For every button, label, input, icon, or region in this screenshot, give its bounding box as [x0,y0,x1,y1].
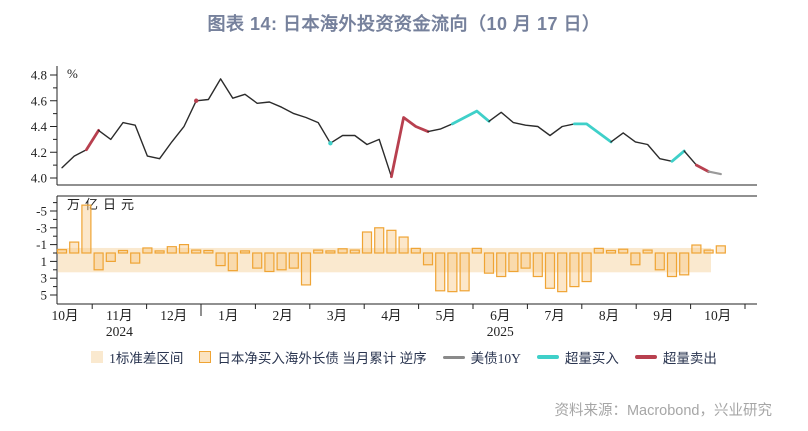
legend-label-ust10y: 美债10Y [470,351,521,366]
legend-label-band: 1标准差区间 [109,351,184,366]
excess-buy-swatch-icon [536,355,559,359]
legend-item-bars: 日本净买入海外长债 当月累计 逆序 [199,347,427,367]
svg-text:%: % [67,66,78,81]
legend-label-excess-buy: 超量买入 [564,351,619,366]
svg-text:-1: -1 [36,237,47,252]
svg-text:2025: 2025 [487,324,514,339]
excess-sell-swatch-icon [634,355,657,359]
legend: 1标准差区间 日本净买入海外长债 当月累计 逆序 美债10Y 超量买入 超量卖出 [0,347,808,367]
svg-text:4.6: 4.6 [31,93,48,108]
svg-text:1: 1 [41,254,48,269]
svg-text:2月: 2月 [272,308,292,323]
source-note: 资料来源：Macrobond，兴业研究 [554,403,772,419]
legend-label-bars: 日本净买入海外长债 当月累计 逆序 [217,351,427,366]
svg-text:10月: 10月 [704,308,731,323]
svg-text:9月: 9月 [653,308,673,323]
svg-text:-5: -5 [36,204,47,219]
bar-swatch-icon [199,351,212,363]
legend-label-excess-sell: 超量卖出 [662,351,717,366]
page-title: 图表 14: 日本海外投资资金流向（10 月 17 日） [207,14,601,34]
svg-text:7月: 7月 [544,308,564,323]
legend-item-band: 1标准差区间 [91,347,183,367]
svg-text:4.2: 4.2 [31,145,47,160]
legend-item-ust10y: 美债10Y [442,347,521,367]
legend-item-excess-buy: 超量买入 [536,347,619,367]
svg-text:1月: 1月 [218,308,238,323]
svg-text:5: 5 [41,288,48,303]
svg-text:4.4: 4.4 [31,119,48,134]
svg-text:-3: -3 [36,220,47,235]
svg-text:12月: 12月 [160,308,187,323]
legend-item-excess-sell: 超量卖出 [634,347,717,367]
band-swatch-icon [91,351,104,363]
svg-text:4月: 4月 [381,308,401,323]
svg-text:4.0: 4.0 [31,171,47,186]
svg-text:10月: 10月 [52,308,79,323]
line-swatch-icon [442,355,465,359]
svg-text:5月: 5月 [436,308,456,323]
svg-text:6月: 6月 [490,308,510,323]
svg-text:3: 3 [41,271,48,286]
svg-text:万亿日元: 万亿日元 [67,197,139,212]
svg-text:2024: 2024 [106,324,133,339]
svg-text:3月: 3月 [327,308,347,323]
svg-text:8月: 8月 [599,308,619,323]
svg-text:4.8: 4.8 [31,68,47,83]
combo-chart-svg: 4.0 4.2 4.4 4.6 4.8 % -5-3 -1 1 3 5 万亿日元 10月 11月 12月 1月… [31,66,757,339]
combo-chart: 4.0 4.2 4.4 4.6 4.8% -5 -3 -1 1 3 5 万亿日元 10月 11月 12月 1月… [0,52,808,344]
svg-text:11月: 11月 [106,308,133,323]
